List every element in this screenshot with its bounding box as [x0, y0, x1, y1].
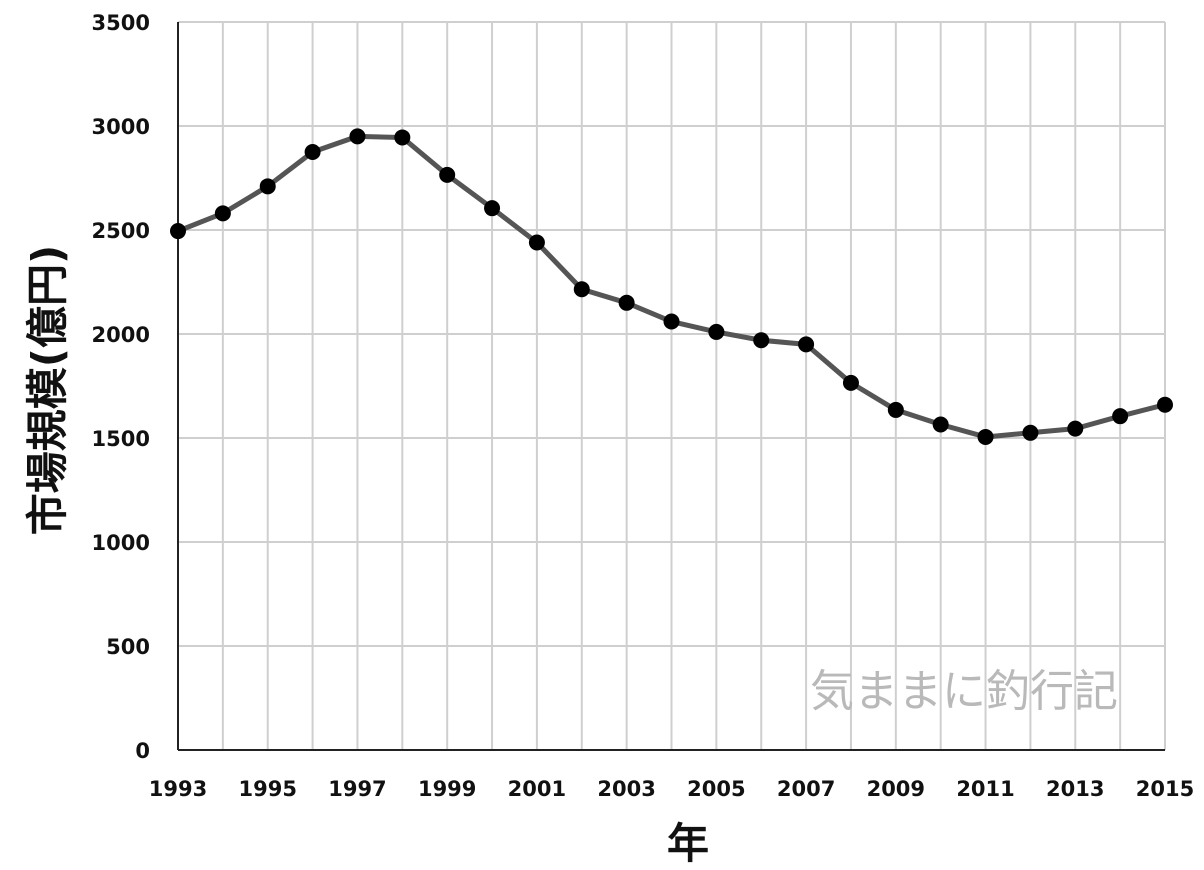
- data-point: [977, 428, 994, 445]
- x-tick-label: 1999: [418, 777, 476, 801]
- x-axis-ticks: 1993 1995 1997 1999 2001 2003 2005 2007 2009 2011…: [149, 777, 1194, 801]
- y-tick-label: 500: [106, 635, 150, 659]
- data-point: [798, 336, 815, 353]
- data-point: [753, 332, 770, 349]
- x-tick-label: 2009: [867, 777, 925, 801]
- data-point: [1022, 424, 1039, 441]
- axes: [177, 22, 1165, 751]
- data-point: [259, 178, 276, 195]
- data-point: [1067, 420, 1084, 437]
- y-tick-label: 1500: [92, 427, 150, 451]
- x-tick-label: 2003: [597, 777, 655, 801]
- y-axis-ticks: 0 500 1000 1500 2000 2500 3000 3500: [92, 11, 150, 763]
- y-tick-label: 3000: [92, 115, 150, 139]
- series-group: [170, 128, 1173, 445]
- x-tick-label: 2013: [1046, 777, 1104, 801]
- data-point: [394, 129, 411, 146]
- x-tick-label: 2007: [777, 777, 835, 801]
- data-point: [304, 144, 321, 160]
- x-tick-label: 2001: [508, 777, 566, 801]
- data-point: [214, 205, 231, 222]
- y-tick-label: 2000: [92, 323, 150, 347]
- x-tick-label: 2011: [956, 777, 1014, 801]
- x-tick-label: 2015: [1136, 777, 1194, 801]
- data-point: [663, 313, 680, 330]
- data-point: [618, 294, 635, 311]
- data-point: [573, 281, 590, 298]
- data-point: [887, 401, 904, 418]
- x-tick-label: 1993: [149, 777, 207, 801]
- data-point: [484, 200, 501, 217]
- data-point: [708, 323, 725, 340]
- y-axis-label: 市場規模(億円): [23, 245, 72, 535]
- data-point: [842, 374, 859, 391]
- data-point: [170, 223, 186, 240]
- x-axis-label: 年: [667, 819, 709, 868]
- y-tick-label: 0: [135, 739, 150, 763]
- y-tick-label: 3500: [92, 11, 150, 35]
- x-tick-label: 1995: [239, 777, 297, 801]
- x-tick-label: 2005: [687, 777, 745, 801]
- data-point: [1112, 408, 1129, 425]
- x-tick-label: 1997: [328, 777, 386, 801]
- grid-lines: [177, 21, 1166, 751]
- watermark-text: 気ままに釣行記: [810, 666, 1118, 717]
- data-point: [932, 416, 949, 433]
- y-tick-label: 2500: [92, 219, 150, 243]
- data-point: [1157, 396, 1173, 413]
- data-point: [528, 234, 545, 251]
- data-point: [349, 128, 366, 145]
- y-tick-label: 1000: [92, 531, 150, 555]
- data-point: [439, 166, 456, 183]
